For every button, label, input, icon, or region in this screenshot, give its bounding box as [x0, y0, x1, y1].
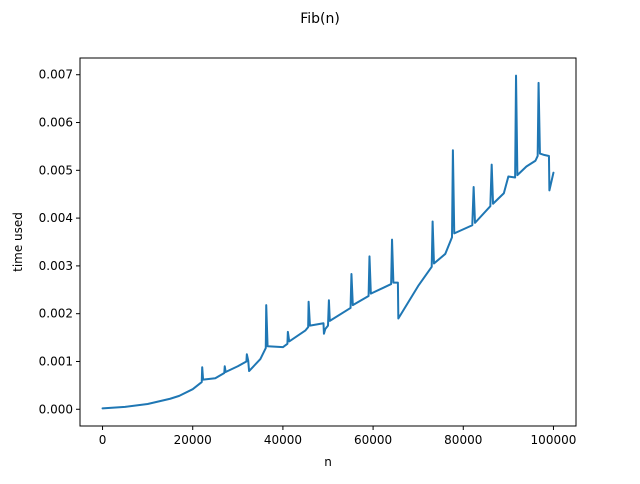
- y-tick-label: 0.007: [39, 68, 73, 82]
- x-tick-label: 100000: [531, 433, 577, 447]
- y-tick-label: 0.001: [39, 354, 73, 368]
- axes-frame: [79, 57, 577, 427]
- y-axis: 0.000 0.001 0.002 0.003 0.004 0.005 0.006 0.007: [39, 68, 80, 416]
- y-tick-label: 0.006: [39, 116, 73, 130]
- y-tick-label: 0.002: [39, 307, 73, 321]
- x-tick-label: 60000: [354, 433, 392, 447]
- y-tick-label: 0.000: [39, 402, 73, 416]
- y-tick-label: 0.005: [39, 163, 73, 177]
- x-axis: 0 20000 40000 60000 80000 100000: [99, 426, 577, 447]
- x-tick-label: 20000: [174, 433, 212, 447]
- x-axis-label: n: [324, 455, 332, 469]
- y-tick-label: 0.003: [39, 259, 73, 273]
- x-tick-label: 80000: [444, 433, 482, 447]
- plot-area: [101, 74, 555, 410]
- series-line: [101, 74, 555, 410]
- y-tick-label: 0.004: [39, 211, 73, 225]
- x-tick-label: 40000: [264, 433, 302, 447]
- x-tick-label: 0: [99, 433, 107, 447]
- y-axis-label: time used: [11, 212, 25, 272]
- chart-title: Fib(n): [300, 11, 340, 27]
